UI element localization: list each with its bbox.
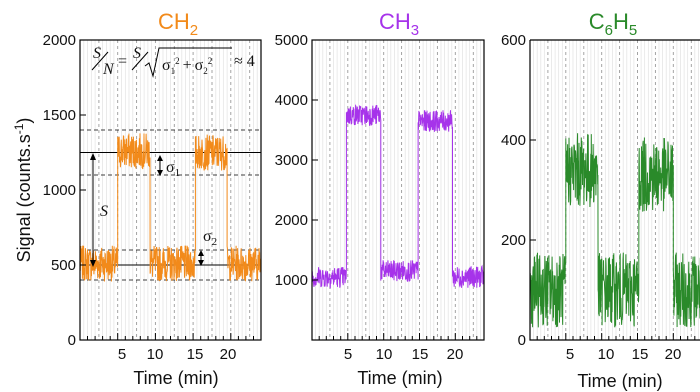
ytick-label: 1000 — [275, 272, 308, 289]
xtick-marks-ch2 — [87, 333, 254, 340]
xtick-label: 20 — [447, 346, 464, 363]
ytick-label: 4000 — [275, 92, 308, 109]
ytick-label: 400 — [501, 132, 526, 149]
x-axis-label-c6h5: Time (min) — [577, 371, 662, 391]
xtick-label: 5 — [344, 346, 352, 363]
signal-arrow-head-up — [90, 153, 96, 160]
xtick-label: 15 — [412, 346, 429, 363]
ytick-label: 600 — [501, 32, 526, 49]
xtick-label: 5 — [566, 346, 574, 363]
sigma1-arrow-head-up — [157, 155, 163, 161]
sigma1-arrow — [157, 155, 163, 176]
formula-equals: = — [118, 53, 127, 70]
signal-to-noise-formula: S N = S σ12 + σ22 ≈ 4 — [91, 45, 255, 78]
ytick-label: 0 — [518, 332, 526, 349]
ytick-label: 200 — [501, 232, 526, 249]
signal-arrow-head-down — [90, 260, 96, 267]
sigma1-arrow-head-down — [157, 170, 163, 176]
ytick-marks-c6h5 — [530, 39, 536, 341]
sigma2-arrow-head-down — [198, 260, 204, 266]
series-line-c6h5 — [529, 133, 700, 328]
sigma2-arrow — [198, 250, 204, 266]
ytick-label: 1000 — [43, 182, 76, 199]
y-axis-label: Signal (counts.s-1) — [12, 118, 34, 263]
xtick-label: 20 — [665, 346, 682, 363]
x-axis-label-ch3: Time (min) — [357, 368, 442, 388]
formula-slash2 — [131, 51, 149, 71]
panel-ch2: CH2 0 500 1000 1500 2000 5 10 15 20 Time… — [12, 9, 262, 388]
ytick-label: 2000 — [275, 212, 308, 229]
formula-radicand: σ12 + σ22 — [162, 56, 212, 76]
signal-label: S — [100, 203, 108, 220]
xtick-marks-ch3 — [318, 333, 478, 340]
xtick-label: 20 — [220, 346, 237, 363]
xtick-label: 10 — [598, 346, 615, 363]
xtick-label: 10 — [376, 346, 393, 363]
xtick-label: 10 — [147, 346, 164, 363]
sigma2-arrow-head-up — [198, 250, 204, 256]
chart-title-c6h5: C6H5 — [589, 9, 637, 39]
ytick-marks-ch3 — [312, 39, 318, 281]
ytick-label: 1500 — [43, 107, 76, 124]
formula-n-den: N — [102, 61, 115, 78]
gridlines-ch2 — [83, 40, 258, 340]
xtick-label: 15 — [632, 346, 649, 363]
xtick-label: 15 — [187, 346, 204, 363]
panel-c6h5: C6H5 0 200 400 600 5 10 15 20 Time (min) — [501, 9, 700, 391]
ytick-label: 3000 — [275, 152, 308, 169]
chart-title-ch3: CH3 — [379, 9, 419, 39]
signal-arrow — [90, 153, 96, 267]
formula-s-num2: S — [133, 45, 141, 62]
formula-s-num: S — [93, 45, 101, 62]
ytick-label: 0 — [68, 332, 76, 349]
xtick-label: 5 — [118, 346, 126, 363]
ytick-label: 2000 — [43, 32, 76, 49]
sigma2-label: σ2 — [203, 228, 217, 248]
ytick-label: 500 — [51, 257, 76, 274]
ytick-label: 5000 — [275, 32, 308, 49]
chart-title-ch2: CH2 — [158, 9, 198, 39]
formula-approx: ≈ 4 — [234, 53, 255, 70]
series-line-ch2 — [79, 133, 262, 282]
sigma1-label: σ1 — [166, 159, 180, 179]
x-axis-label-ch2: Time (min) — [133, 368, 218, 388]
ytick-marks-ch2 — [80, 39, 86, 341]
series-line-ch3 — [311, 103, 485, 289]
formula-slash — [91, 51, 109, 71]
panel-ch3: CH3 1000 2000 3000 4000 5000 5 10 15 20 … — [275, 9, 485, 388]
xtick-marks-c6h5 — [536, 333, 696, 340]
gridlines-ch3 — [315, 40, 481, 340]
formula-sqrt-sign — [144, 47, 232, 78]
